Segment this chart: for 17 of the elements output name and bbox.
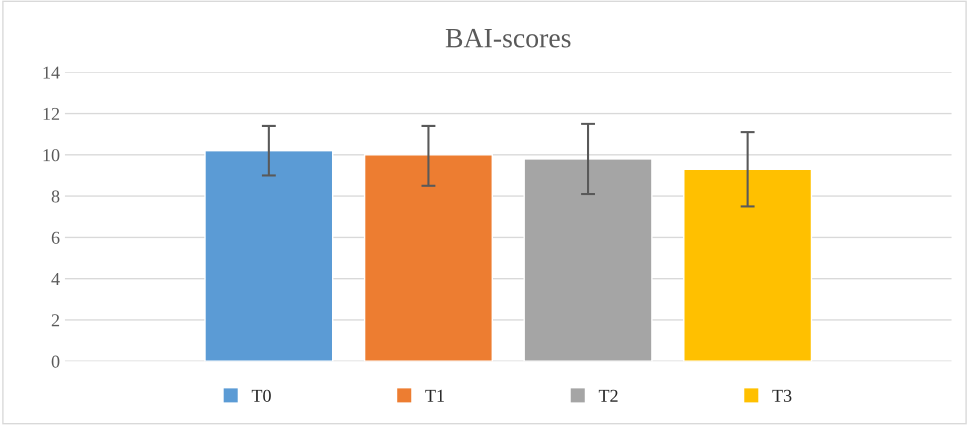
bar [204, 150, 334, 362]
y-tick-label: 8 [52, 190, 60, 203]
y-tick-label: 12 [44, 108, 60, 120]
chart-title: BAI-scores [446, 28, 570, 48]
bar [683, 168, 812, 362]
legend-label: T3 [772, 390, 792, 402]
bar [364, 154, 493, 362]
y-tick-label: 2 [52, 314, 60, 326]
legend-label: T1 [425, 390, 444, 402]
y-tick-label: 10 [44, 149, 60, 162]
y-tick-label: 0 [52, 356, 60, 368]
y-tick-label: 6 [52, 232, 60, 244]
legend-label: T0 [252, 390, 271, 402]
y-tick-label: 14 [44, 66, 60, 79]
y-tick-label: 4 [51, 273, 60, 285]
bar [524, 158, 653, 362]
legend-label: T2 [598, 390, 618, 402]
